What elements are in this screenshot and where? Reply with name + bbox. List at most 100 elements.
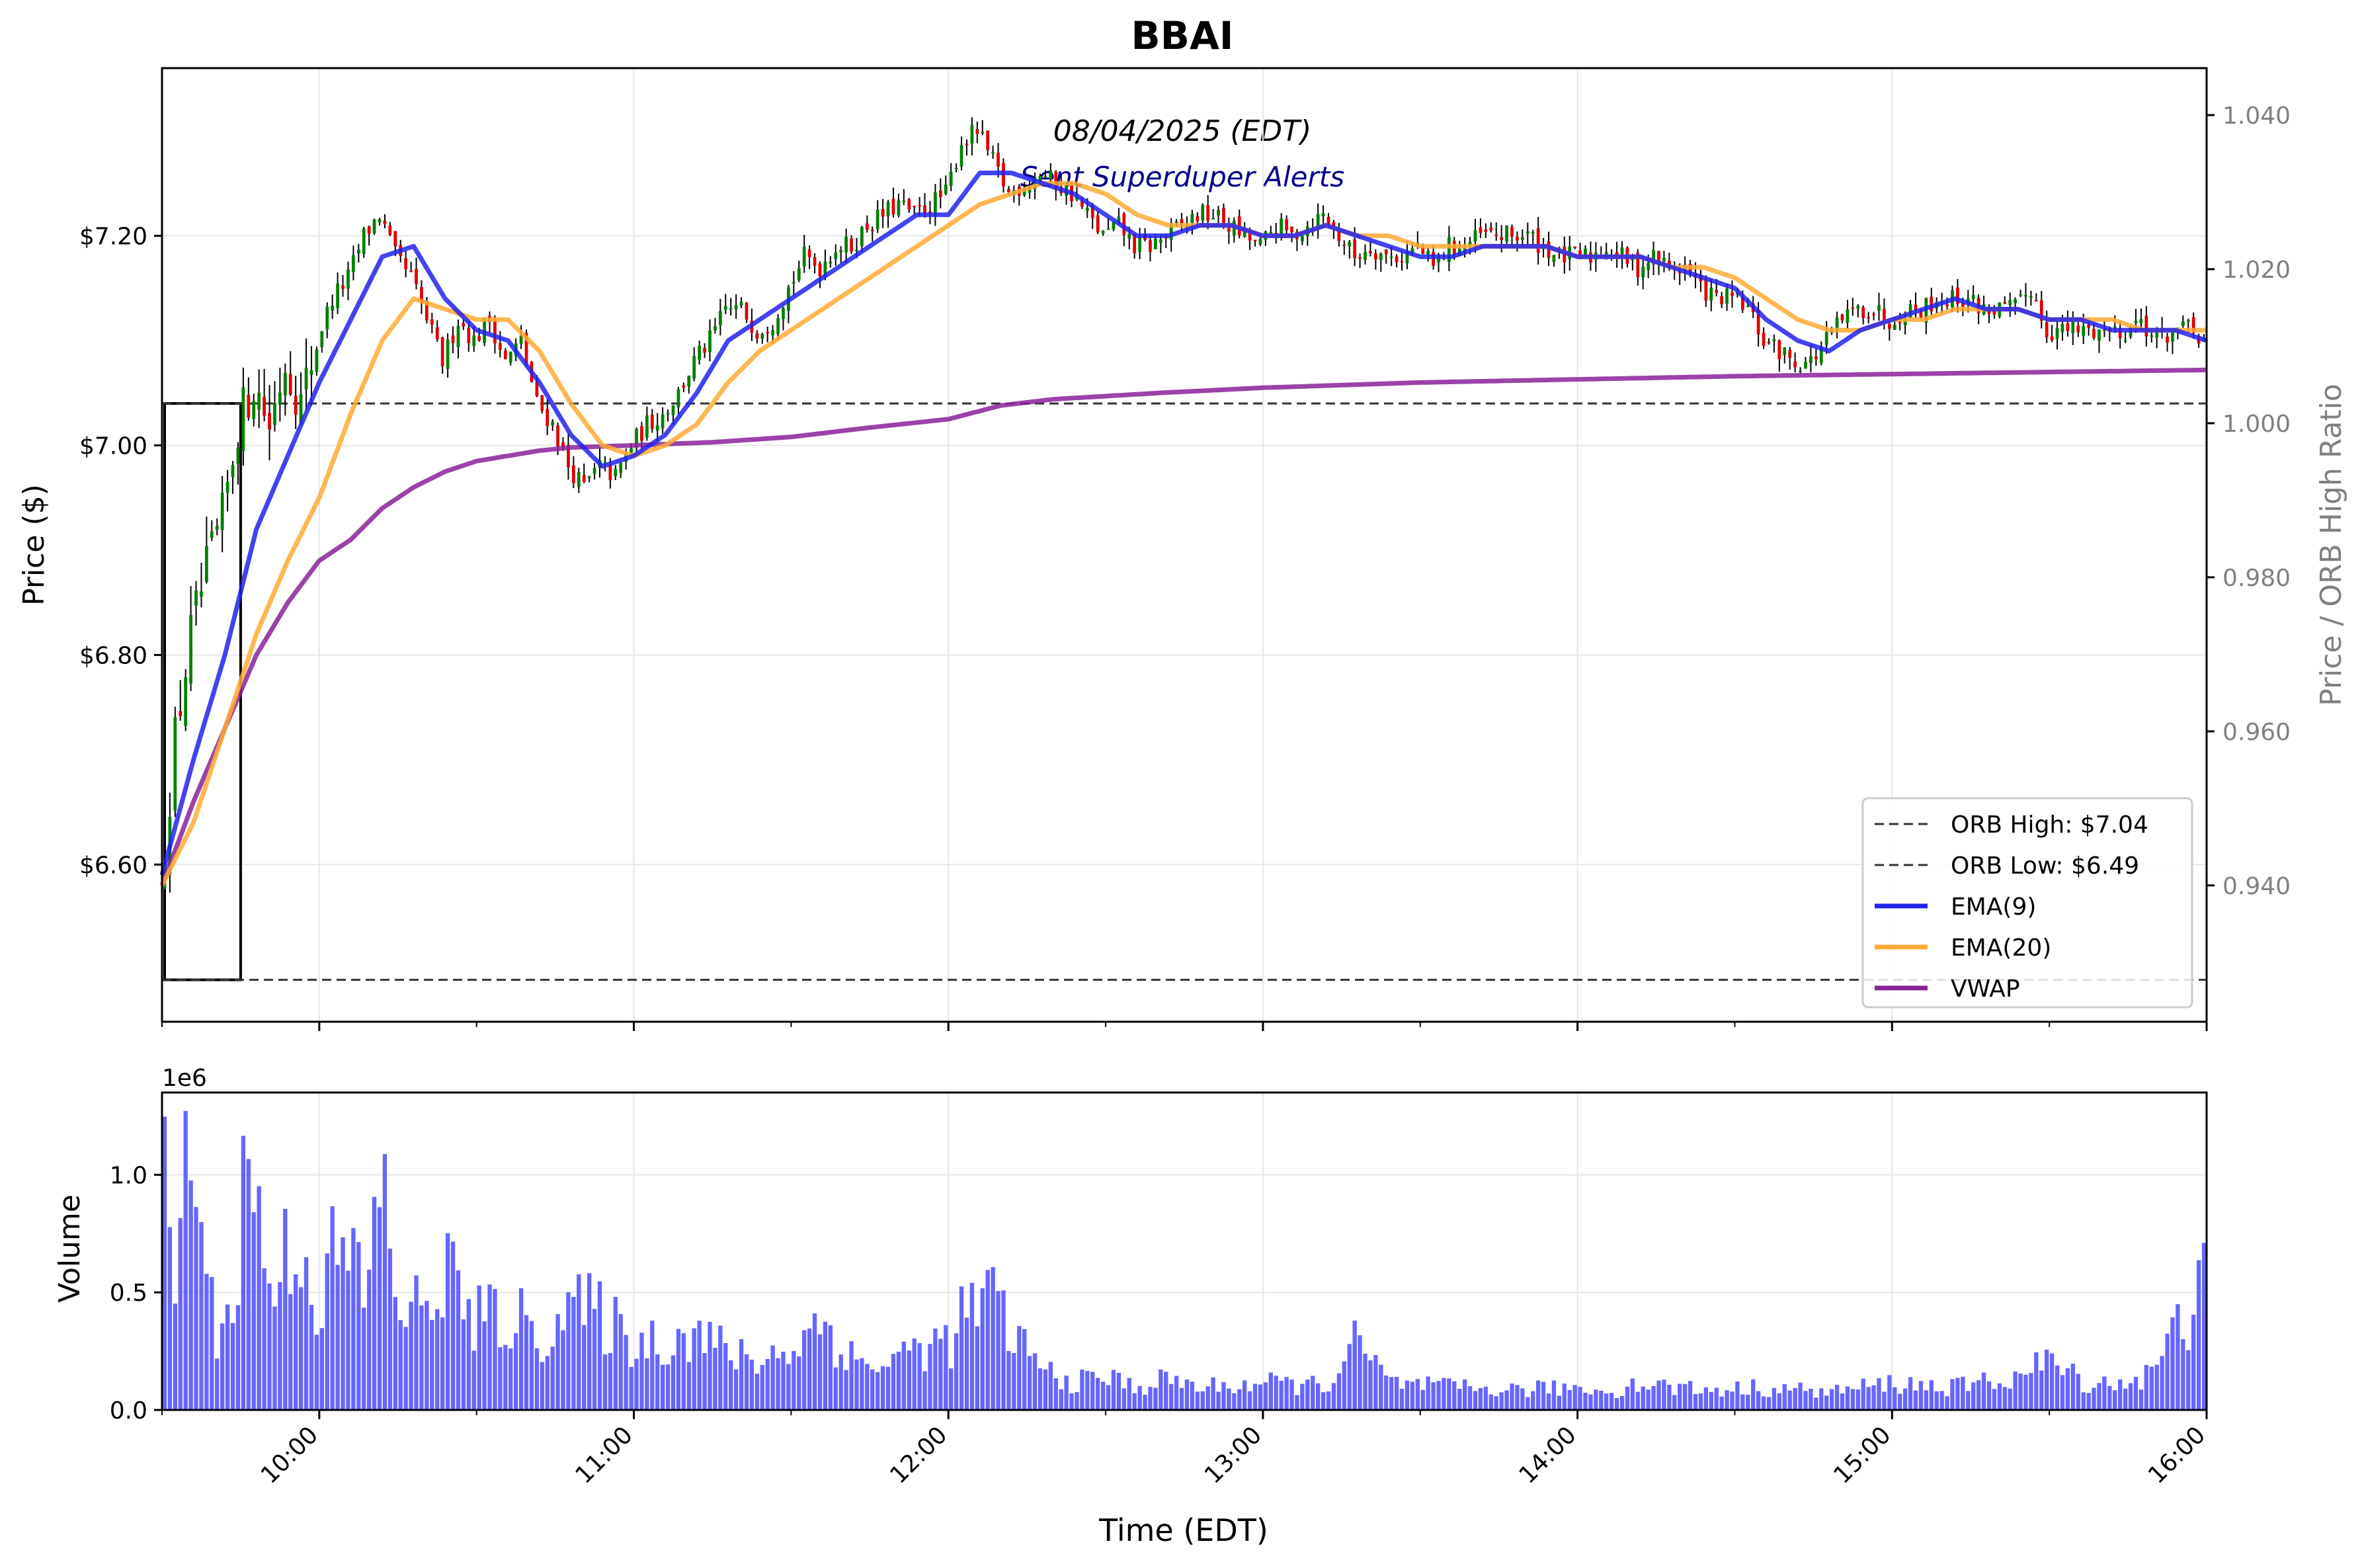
candle-body [519,335,523,344]
volume-bar [697,1320,702,1410]
candle-body [315,349,319,372]
volume-bar [1682,1383,1688,1410]
candle-body [1526,231,1529,234]
volume-bar [445,1233,450,1410]
candle-body [1856,306,1860,309]
volume-bar [1976,1380,1981,1410]
volume-bar [1740,1394,1745,1410]
volume-bar [1997,1383,2002,1410]
volume-bar [1845,1386,1850,1410]
volume-bar [1583,1392,1588,1410]
volume-bar [262,1268,266,1410]
volume-bar [1850,1389,1855,1410]
candle-body [1647,263,1651,270]
volume-bar [529,1321,534,1410]
candle-body [1620,247,1624,259]
candle-body [619,463,623,473]
candle-body [320,331,324,347]
volume-bar [1483,1386,1488,1410]
volume-bar [802,1330,807,1410]
volume-bar [639,1333,644,1410]
candle-body [1520,237,1524,240]
volume-bar [2086,1393,2091,1410]
volume-bar [686,1362,691,1410]
candle-body [571,465,575,483]
candle-body [1584,249,1587,257]
candle-body [503,351,507,359]
candle-body [797,268,801,280]
candle-body [1085,208,1089,211]
volume-bar [964,1317,969,1410]
candle-body [1908,304,1912,317]
volume-bar [917,1343,922,1410]
volume-bar [430,1319,434,1410]
candle-body [1851,308,1855,309]
volume-bar [1510,1383,1514,1410]
volume-bar [1252,1383,1258,1410]
volume-bar [204,1274,209,1410]
volume-bar [225,1304,230,1410]
volume-bar [1893,1387,1897,1410]
volume-bar [1478,1387,1483,1410]
price-tick-label: $7.00 [79,433,147,460]
volume-bar [235,1305,241,1410]
volume-bar [2002,1387,2007,1410]
volume-bar [1793,1387,1797,1410]
volume-bar [1043,1369,1048,1410]
volume-bar [1494,1396,1498,1410]
volume-bar [1148,1387,1153,1410]
volume-bar [210,1277,214,1410]
candle-body [1043,176,1047,178]
volume-bar [912,1338,917,1410]
volume-bar [849,1341,854,1410]
volume-bar [1399,1388,1405,1410]
candle-body [1956,287,1959,304]
volume-bar [2186,1350,2191,1410]
candle-body [2055,328,2059,339]
candle-body [462,323,466,327]
volume-bar [975,1326,980,1410]
volume-bar [1703,1387,1709,1410]
volume-bar [1263,1382,1268,1410]
volume-bar [555,1314,560,1410]
volume-bar [2139,1389,2144,1410]
volume-bar [1279,1380,1284,1410]
candle-body [975,129,979,134]
volume-bar [582,1325,587,1410]
volume-bar [1541,1382,1546,1410]
candle-body [771,330,775,336]
candle-body [1783,347,1787,356]
candle-body [1872,313,1875,315]
volume-bar [2049,1353,2055,1410]
volume-bar [351,1227,356,1410]
volume-bar [550,1346,555,1410]
ratio-tick-label: 1.000 [2222,411,2291,438]
volume-bar [744,1354,749,1410]
volume-bar [2191,1314,2196,1410]
candle-body [378,219,382,223]
candle-body [734,305,738,309]
volume-bar [1243,1380,1247,1410]
candle-body [1326,216,1330,226]
volume-bar [2154,1364,2159,1410]
volume-bar [251,1212,256,1410]
volume-bar [1085,1371,1090,1410]
candle-body [184,677,188,726]
candle-body [1961,303,1965,307]
volume-bar [1557,1395,1562,1410]
candle-body [294,395,298,415]
candle-body [986,130,990,150]
candle-body [1657,251,1660,265]
volume-bar [1420,1389,1425,1410]
volume-bar [518,1288,524,1410]
volume-bar [503,1344,508,1410]
candle-body [934,192,937,216]
volume-bar [1803,1391,1808,1410]
volume-bar [1678,1383,1682,1410]
candle-body [247,394,251,418]
volume-bar [330,1206,335,1410]
volume-bar [2008,1388,2012,1410]
candle-body [2103,329,2106,331]
candle-body [1374,253,1377,260]
volume-bar [1384,1375,1389,1410]
